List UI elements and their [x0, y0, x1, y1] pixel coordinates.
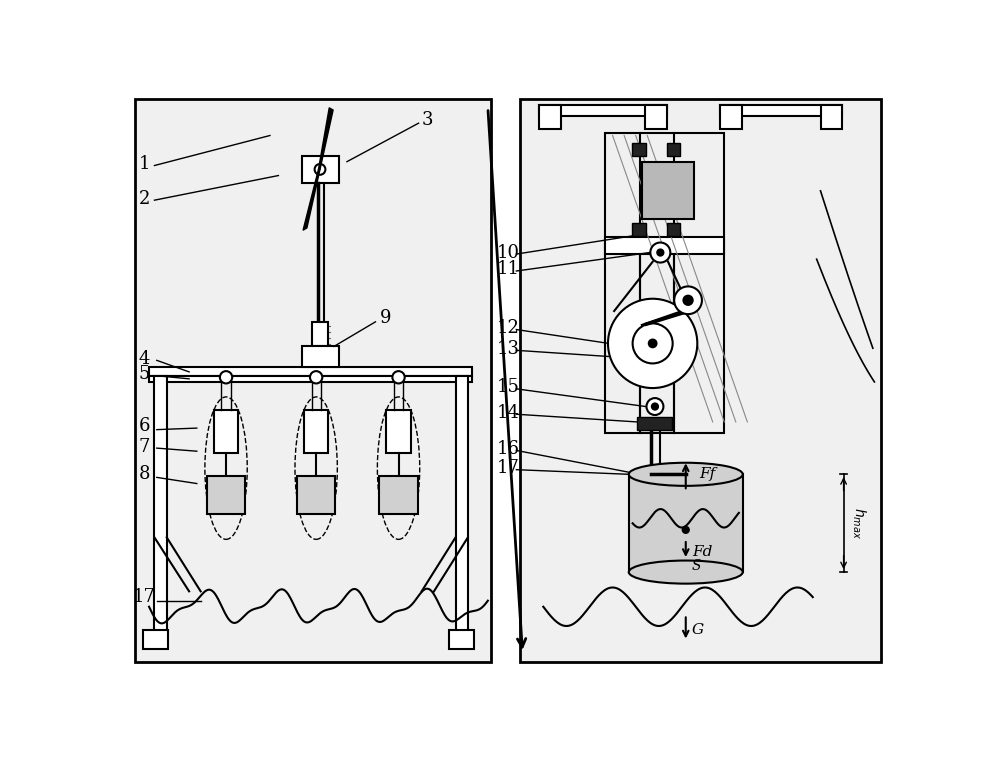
Circle shape: [652, 403, 658, 410]
Polygon shape: [318, 107, 333, 170]
Text: Fd: Fd: [692, 545, 712, 559]
Text: 6: 6: [139, 417, 150, 435]
Bar: [302, 347, 339, 366]
Bar: [629, 475, 743, 572]
Bar: [666, 143, 680, 155]
Bar: [645, 104, 666, 129]
Text: 15: 15: [497, 378, 520, 397]
Text: S: S: [692, 559, 701, 573]
Text: 17: 17: [133, 588, 156, 606]
Bar: [539, 104, 561, 129]
Bar: [632, 143, 646, 155]
Bar: [149, 366, 472, 375]
Circle shape: [674, 286, 702, 314]
Ellipse shape: [629, 463, 743, 486]
Text: 5: 5: [139, 365, 150, 383]
Circle shape: [315, 164, 325, 175]
Bar: [605, 133, 724, 434]
Bar: [820, 104, 842, 129]
Ellipse shape: [629, 560, 743, 584]
Bar: [666, 223, 680, 235]
Bar: [637, 417, 672, 430]
Text: 2: 2: [139, 190, 150, 207]
Bar: [304, 410, 328, 453]
Bar: [312, 322, 328, 347]
Bar: [135, 98, 491, 662]
Text: 12: 12: [497, 319, 520, 337]
Bar: [297, 476, 335, 514]
Text: Ff: Ff: [700, 467, 716, 481]
Text: 10: 10: [497, 244, 520, 261]
Bar: [149, 375, 472, 382]
Bar: [456, 375, 468, 637]
Circle shape: [683, 527, 689, 533]
Bar: [449, 630, 474, 649]
Circle shape: [683, 296, 693, 305]
Circle shape: [220, 371, 232, 384]
Bar: [143, 630, 168, 649]
Text: 7: 7: [139, 438, 150, 456]
Text: 11: 11: [497, 260, 520, 279]
Text: 17: 17: [497, 459, 520, 477]
Bar: [605, 237, 724, 254]
Text: 4: 4: [139, 350, 150, 368]
Text: 16: 16: [497, 440, 520, 458]
Bar: [642, 162, 694, 220]
Bar: [214, 410, 238, 453]
Bar: [207, 476, 245, 514]
Text: 8: 8: [139, 466, 150, 483]
Circle shape: [657, 250, 663, 256]
Bar: [154, 375, 167, 637]
Bar: [302, 156, 339, 183]
Circle shape: [646, 398, 663, 415]
Bar: [539, 104, 666, 117]
Text: 14: 14: [497, 403, 520, 422]
Text: $h_{max}$: $h_{max}$: [850, 506, 867, 539]
Text: 1: 1: [139, 155, 150, 173]
Text: G: G: [692, 623, 704, 637]
Circle shape: [608, 299, 697, 388]
Bar: [632, 223, 646, 235]
Bar: [386, 410, 411, 453]
Bar: [520, 98, 881, 662]
Circle shape: [392, 371, 405, 384]
Text: 13: 13: [497, 340, 520, 358]
Bar: [720, 104, 842, 117]
Circle shape: [310, 371, 322, 384]
Bar: [379, 476, 418, 514]
Circle shape: [650, 242, 670, 263]
Circle shape: [633, 323, 673, 363]
Text: 9: 9: [380, 309, 391, 327]
Polygon shape: [303, 170, 320, 230]
Bar: [720, 104, 742, 129]
Circle shape: [649, 340, 656, 347]
Text: 3: 3: [422, 111, 434, 129]
